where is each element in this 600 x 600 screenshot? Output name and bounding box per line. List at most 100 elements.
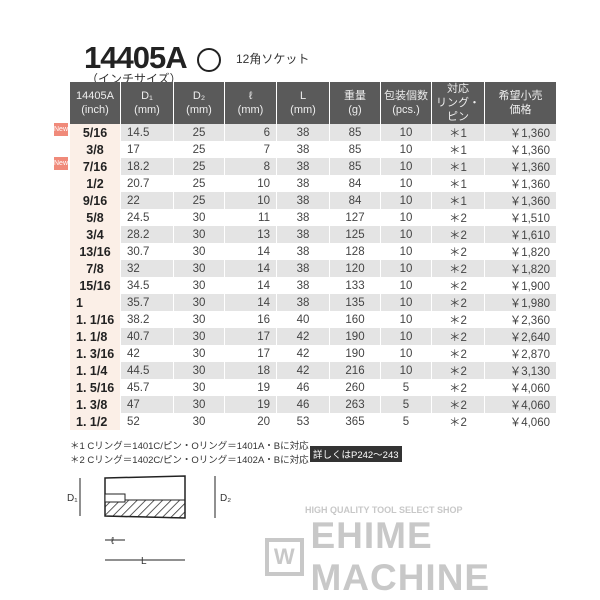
table-cell: 14.5 (120, 124, 174, 141)
table-cell: 14 (224, 277, 277, 294)
table-cell: 19 (224, 396, 277, 413)
header-line: (mm) (237, 104, 264, 116)
table-cell: ＊1 (431, 192, 485, 209)
column-header: 14405A (inch) (70, 82, 121, 124)
watermark-logo: HIGH QUALITY TOOL SELECT SHOP W EHIME MAC… (265, 505, 600, 599)
table-cell: 44.5 (120, 362, 174, 379)
table-cell: 53 (276, 413, 330, 430)
header-line: 14405A (76, 90, 114, 102)
table-cell: 10 (380, 192, 432, 209)
table-cell: 19 (224, 379, 277, 396)
table-row: 7/16 18.2 25 8 38 85 10 ＊1 ￥1,360 (70, 158, 557, 175)
table-cell: 10 (380, 209, 432, 226)
header-line: (g) (348, 104, 362, 116)
table-cell: ＊2 (431, 226, 485, 243)
column-header: D₁ (mm) (120, 82, 174, 124)
table-cell: 1. 5/16 (70, 379, 121, 396)
header-line: 包装個数 (384, 90, 428, 102)
table-cell: 30 (173, 260, 225, 277)
table-row: 1. 1/16 38.2 30 16 40 160 10 ＊2 ￥2,360 (70, 311, 557, 328)
table-cell: 30 (173, 277, 225, 294)
table-cell: 30 (173, 362, 225, 379)
table-cell: 10 (380, 328, 432, 345)
table-cell: 38.2 (120, 311, 174, 328)
column-header: D₂ (mm) (173, 82, 225, 124)
table-cell: ＊2 (431, 396, 485, 413)
table-cell: ＊2 (431, 413, 485, 430)
table-row: 1. 3/16 42 30 17 42 190 10 ＊2 ￥2,870 (70, 345, 557, 362)
table-row: 1. 3/8 47 30 19 46 263 5 ＊2 ￥4,060 (70, 396, 557, 413)
table-cell: 34.5 (120, 277, 174, 294)
table-cell: 125 (329, 226, 381, 243)
header-line: D₂ (192, 90, 206, 102)
table-cell: 133 (329, 277, 381, 294)
table-cell: 190 (329, 328, 381, 345)
table-cell: 30 (173, 294, 225, 311)
table-cell: ￥1,900 (484, 277, 557, 294)
table-cell: ￥1,360 (484, 158, 557, 175)
table-cell: 38 (276, 158, 330, 175)
footnote-2: ＊2 Cリング＝1402C/ピン・Oリング＝1402A・Bに対応 (70, 455, 309, 466)
table-row: 1. 5/16 45.7 30 19 46 260 5 ＊2 ￥4,060 (70, 379, 557, 396)
table-cell: ￥4,060 (484, 379, 557, 396)
table-cell: 17 (224, 328, 277, 345)
table-row: 15/16 34.5 30 14 38 133 10 ＊2 ￥1,900 (70, 277, 557, 294)
table-cell: 42 (276, 362, 330, 379)
table-cell: 45.7 (120, 379, 174, 396)
table-cell: 1. 1/2 (70, 413, 121, 430)
footnotes: ＊1 Cリング＝1401C/ピン・Oリング＝1401A・Bに対応 ＊2 Cリング… (70, 440, 309, 468)
table-cell: ￥1,360 (484, 175, 557, 192)
table-cell: 11 (224, 209, 277, 226)
table-cell: 14 (224, 294, 277, 311)
table-cell: 1. 1/8 (70, 328, 121, 345)
table-cell: 30 (173, 379, 225, 396)
column-header: 対応 リング・ピン (431, 82, 485, 124)
table-cell: 135 (329, 294, 381, 311)
table-cell: 10 (224, 175, 277, 192)
table-cell: 127 (329, 209, 381, 226)
column-header: 重量 (g) (329, 82, 381, 124)
table-cell: 38 (276, 209, 330, 226)
table-cell: 38 (276, 124, 330, 141)
table-row: 1/2 20.7 25 10 38 84 10 ＊1 ￥1,360 (70, 175, 557, 192)
column-header: 希望小売 価格 (484, 82, 557, 124)
table-cell: 263 (329, 396, 381, 413)
header-line: (inch) (81, 104, 109, 116)
header-line: L (299, 90, 307, 102)
table-cell: 25 (173, 141, 225, 158)
table-cell: 24.5 (120, 209, 174, 226)
table-cell: 52 (120, 413, 174, 430)
table-cell: ＊2 (431, 362, 485, 379)
table-cell: ＊2 (431, 328, 485, 345)
table-cell: 7/16 (70, 158, 121, 175)
table-cell: ＊2 (431, 311, 485, 328)
table-cell: ＊1 (431, 175, 485, 192)
table-cell: 38 (276, 277, 330, 294)
table-cell: 46 (276, 379, 330, 396)
table-cell: 5 (380, 396, 432, 413)
table-cell: 10 (380, 226, 432, 243)
table-cell: 160 (329, 311, 381, 328)
table-cell: 6 (224, 124, 277, 141)
table-cell: 9/16 (70, 192, 121, 209)
table-cell: 46 (276, 396, 330, 413)
table-cell: 1/2 (70, 175, 121, 192)
table-cell: 25 (173, 158, 225, 175)
header-line: 対応 (447, 83, 469, 95)
table-cell: 1. 3/16 (70, 345, 121, 362)
table-cell: 40.7 (120, 328, 174, 345)
table-cell: 30.7 (120, 243, 174, 260)
table-cell: 10 (380, 158, 432, 175)
table-cell: 216 (329, 362, 381, 379)
table-cell: 38 (276, 141, 330, 158)
table-cell: 365 (329, 413, 381, 430)
table-cell: 30 (173, 345, 225, 362)
l-big-label: L (141, 556, 147, 567)
table-cell: 10 (380, 141, 432, 158)
table-cell: 3/8 (70, 141, 121, 158)
table-cell: 84 (329, 192, 381, 209)
table-cell: 42 (276, 328, 330, 345)
table-cell: 84 (329, 175, 381, 192)
column-header: 包装個数 (pcs.) (380, 82, 432, 124)
table-cell: ￥1,510 (484, 209, 557, 226)
